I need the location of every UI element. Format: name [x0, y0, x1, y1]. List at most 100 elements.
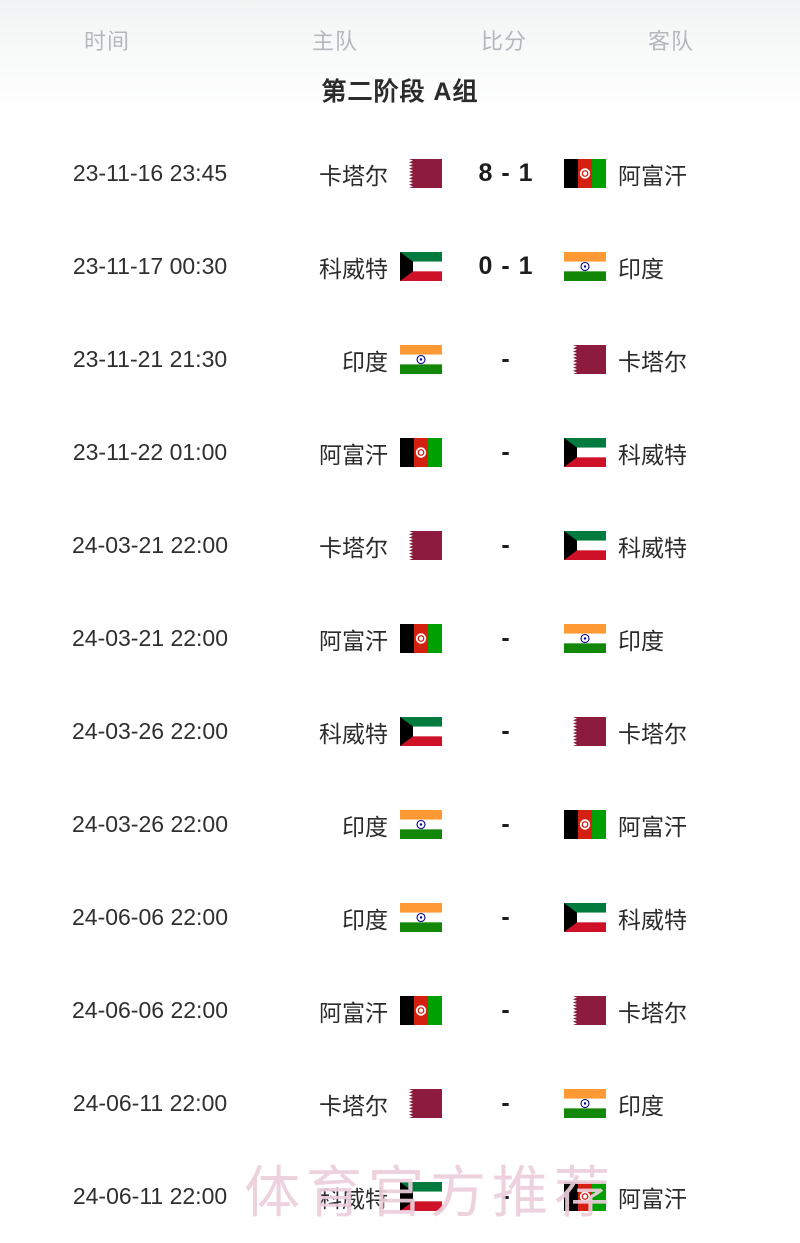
column-header-score: 比分	[481, 29, 528, 54]
match-row[interactable]: 24-03-21 22:00 卡塔尔 - 科威特	[0, 499, 800, 592]
home-team-name: 科威特	[319, 720, 388, 747]
flag-icon-qatar	[564, 996, 606, 1025]
home-team-name: 印度	[342, 813, 388, 840]
flag-icon-kuwait	[400, 1182, 442, 1211]
flag-icon-india	[564, 624, 606, 653]
away-team[interactable]: 科威特	[560, 499, 790, 592]
match-score: -	[501, 810, 511, 838]
match-time: 24-03-21 22:00	[71, 625, 228, 651]
column-header-home: 主队	[312, 29, 359, 54]
match-time: 23-11-17 00:30	[72, 253, 228, 279]
flag-icon-afghanistan	[400, 996, 442, 1025]
home-team[interactable]: 卡塔尔	[248, 127, 452, 220]
home-team[interactable]: 印度	[248, 313, 452, 406]
flag-icon-qatar	[564, 717, 606, 746]
home-team[interactable]: 阿富汗	[248, 592, 452, 685]
match-time: 23-11-21 21:30	[72, 346, 228, 372]
match-row[interactable]: 24-03-26 22:00 印度 - 阿富汗	[0, 778, 800, 871]
match-time: 24-06-11 22:00	[72, 1183, 228, 1209]
match-row[interactable]: 24-06-06 22:00 阿富汗 - 卡塔尔	[0, 964, 800, 1057]
flag-icon-afghanistan	[564, 159, 606, 188]
flag-icon-afghanistan	[400, 438, 442, 467]
column-header-away: 客队	[648, 29, 695, 54]
match-row[interactable]: 23-11-21 21:30 印度 - 卡塔尔	[0, 313, 800, 406]
flag-icon-kuwait	[400, 717, 442, 746]
match-score: -	[501, 717, 511, 745]
away-team[interactable]: 卡塔尔	[560, 313, 790, 406]
flag-icon-kuwait	[564, 438, 606, 467]
match-time: 24-06-11 22:00	[72, 1090, 228, 1116]
home-team[interactable]: 卡塔尔	[248, 499, 452, 592]
home-team[interactable]: 阿富汗	[248, 406, 452, 499]
away-team[interactable]: 卡塔尔	[560, 964, 790, 1057]
match-row[interactable]: 24-06-06 22:00 印度 - 科威特	[0, 871, 800, 964]
match-score: -	[501, 903, 511, 931]
flag-icon-qatar	[400, 159, 442, 188]
match-time: 23-11-16 23:45	[72, 160, 228, 186]
home-team[interactable]: 印度	[248, 778, 452, 871]
away-team-name: 卡塔尔	[618, 720, 687, 747]
flag-icon-india	[564, 1089, 606, 1118]
home-team-name: 卡塔尔	[319, 534, 388, 561]
match-time: 24-06-06 22:00	[71, 997, 228, 1023]
match-score: -	[501, 1182, 511, 1210]
home-team[interactable]: 印度	[248, 871, 452, 964]
match-time: 23-11-22 01:00	[72, 439, 228, 465]
home-team[interactable]: 科威特	[248, 1150, 452, 1243]
match-row[interactable]: 23-11-22 01:00 阿富汗 - 科威特	[0, 406, 800, 499]
match-row[interactable]: 24-03-21 22:00 阿富汗 - 印度	[0, 592, 800, 685]
match-score: -	[501, 345, 511, 373]
away-team[interactable]: 印度	[560, 1057, 790, 1150]
home-team-name: 阿富汗	[319, 627, 388, 654]
home-team[interactable]: 科威特	[248, 220, 452, 313]
match-row[interactable]: 24-06-11 22:00 科威特 - 阿富汗	[0, 1150, 800, 1243]
match-row[interactable]: 23-11-16 23:45 卡塔尔 8 - 1 阿富汗	[0, 127, 800, 220]
away-team-name: 印度	[618, 255, 664, 282]
away-team[interactable]: 科威特	[560, 871, 790, 964]
away-team-name: 卡塔尔	[618, 999, 687, 1026]
away-team[interactable]: 印度	[560, 592, 790, 685]
flag-icon-kuwait	[564, 531, 606, 560]
flag-icon-qatar	[400, 531, 442, 560]
away-team-name: 阿富汗	[618, 1185, 687, 1212]
match-row[interactable]: 24-03-26 22:00 科威特 - 卡塔尔	[0, 685, 800, 778]
match-score: -	[501, 531, 511, 559]
flag-icon-afghanistan	[564, 810, 606, 839]
away-team-name: 印度	[618, 1092, 664, 1119]
away-team[interactable]: 卡塔尔	[560, 685, 790, 778]
column-header-row: 时间 主队 比分 客队	[0, 0, 800, 78]
match-score: 0 - 1	[478, 252, 534, 280]
match-list: 23-11-16 23:45 卡塔尔 8 - 1 阿富汗 23-11-17 00:30 科…	[0, 127, 800, 1243]
away-team[interactable]: 科威特	[560, 406, 790, 499]
match-row[interactable]: 23-11-17 00:30 科威特 0 - 1 印度	[0, 220, 800, 313]
flag-icon-india	[400, 903, 442, 932]
flag-icon-india	[400, 345, 442, 374]
home-team-name: 卡塔尔	[319, 1092, 388, 1119]
stage-title: 第二阶段 A组	[321, 78, 479, 106]
away-team[interactable]: 阿富汗	[560, 1150, 790, 1243]
home-team[interactable]: 卡塔尔	[248, 1057, 452, 1150]
match-score: -	[501, 624, 511, 652]
match-time: 24-06-06 22:00	[71, 904, 228, 930]
match-row[interactable]: 24-06-11 22:00 卡塔尔 - 印度	[0, 1057, 800, 1150]
home-team-name: 印度	[342, 348, 388, 375]
home-team[interactable]: 科威特	[248, 685, 452, 778]
home-team-name: 卡塔尔	[319, 162, 388, 189]
flag-icon-india	[564, 252, 606, 281]
home-team[interactable]: 阿富汗	[248, 964, 452, 1057]
column-header-time: 时间	[84, 29, 131, 54]
away-team[interactable]: 阿富汗	[560, 778, 790, 871]
flag-icon-qatar	[400, 1089, 442, 1118]
match-score: -	[501, 438, 511, 466]
away-team[interactable]: 阿富汗	[560, 127, 790, 220]
away-team-name: 科威特	[618, 534, 687, 561]
flag-icon-india	[400, 810, 442, 839]
away-team[interactable]: 印度	[560, 220, 790, 313]
home-team-name: 印度	[342, 906, 388, 933]
flag-icon-kuwait	[564, 903, 606, 932]
home-team-name: 阿富汗	[319, 441, 388, 468]
flag-icon-qatar	[564, 345, 606, 374]
flag-icon-afghanistan	[400, 624, 442, 653]
home-team-name: 科威特	[319, 1185, 388, 1212]
